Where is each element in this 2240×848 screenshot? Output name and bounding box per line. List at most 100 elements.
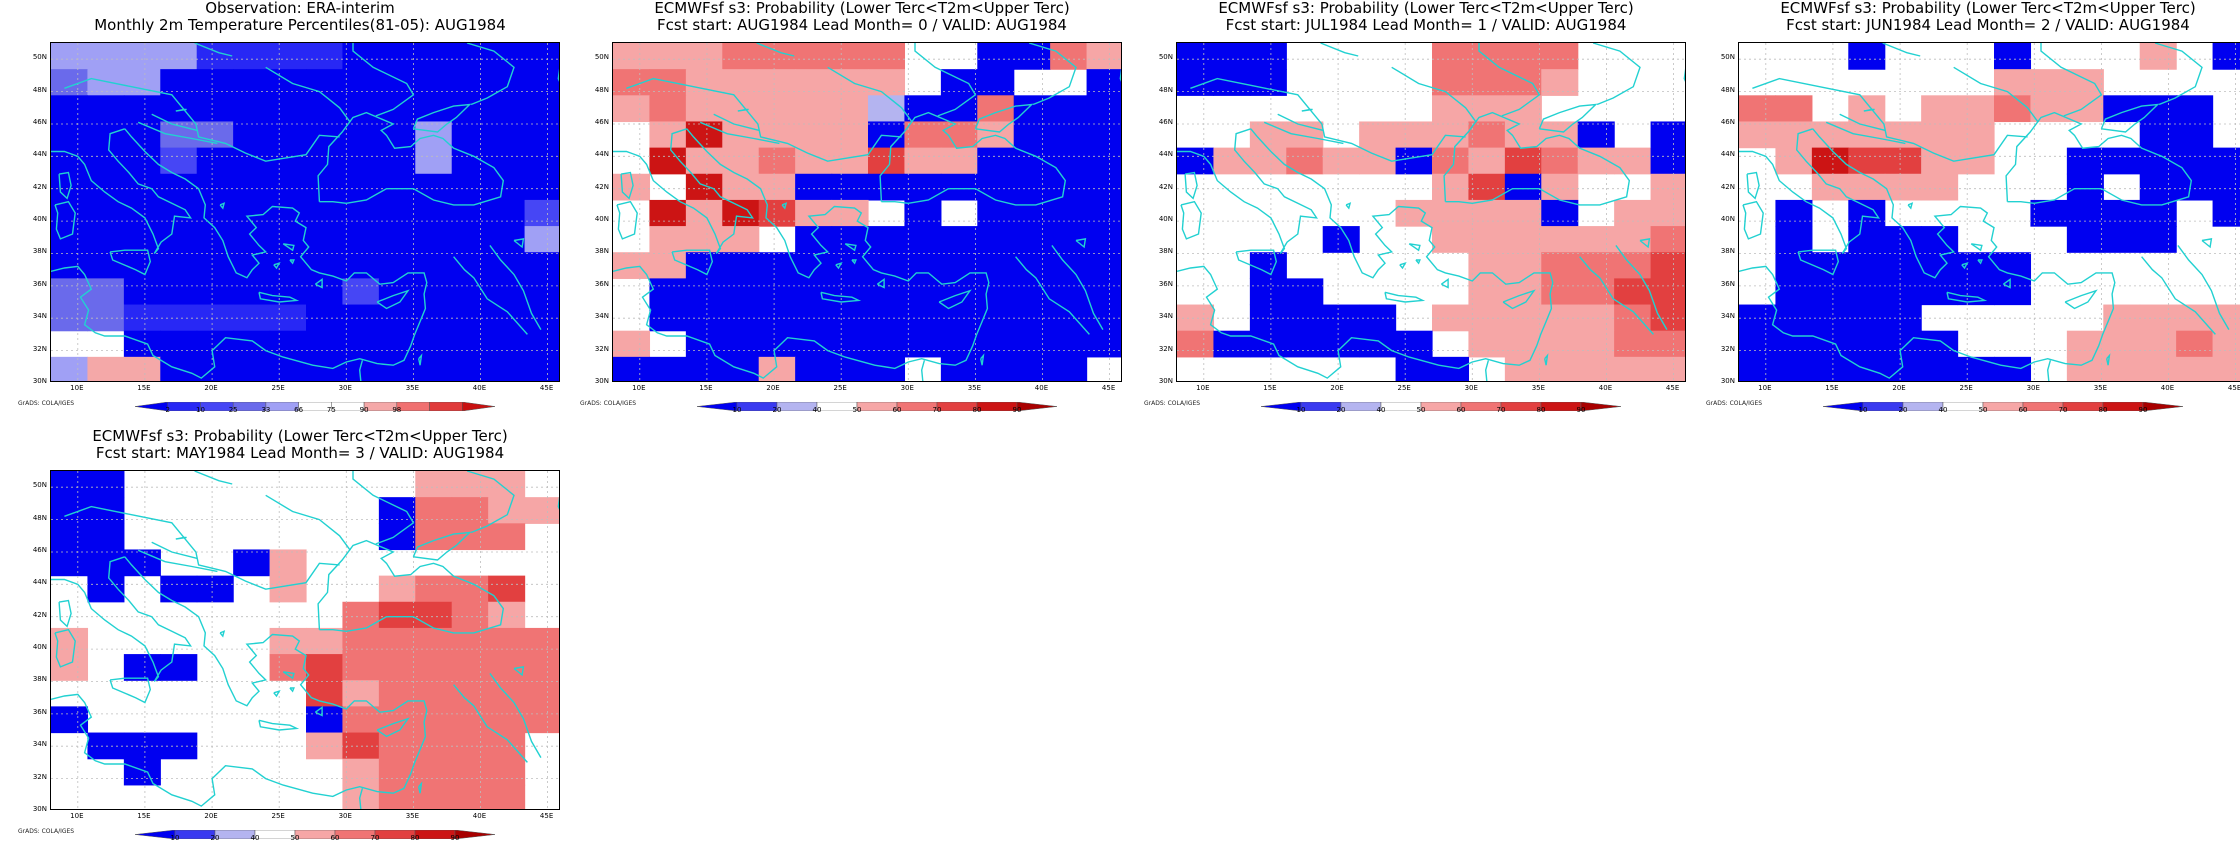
coastline — [1797, 249, 1840, 276]
data-cell — [1395, 356, 1433, 381]
data-cell — [1650, 147, 1685, 175]
y-tick-label: 42N — [594, 182, 609, 191]
panel-title: ECMWFsf s3: Probability (Lower Terc<T2m<… — [1780, 0, 2196, 17]
data-cell — [1432, 43, 1470, 70]
data-cell — [306, 121, 344, 149]
colorbar-tick-label: 70 — [1496, 406, 1506, 414]
y-tick-label: 34N — [32, 740, 47, 749]
data-cell — [1086, 147, 1121, 175]
data-cell — [685, 278, 723, 306]
y-tick-label: 40N — [1720, 215, 1735, 224]
data-cell — [1468, 95, 1506, 123]
y-tick-label: 50N — [32, 481, 47, 490]
coastline — [513, 666, 525, 677]
coastline — [1277, 113, 1324, 132]
data-cell — [2176, 330, 2214, 358]
y-tick-label: 34N — [594, 312, 609, 321]
data-cell — [1086, 121, 1121, 149]
x-tick-label: 25E — [833, 384, 847, 392]
data-cell — [342, 330, 380, 358]
data-cell — [940, 147, 978, 175]
data-cell — [1921, 95, 1959, 123]
coastline — [1953, 66, 2039, 123]
data-cell — [868, 252, 906, 279]
x-tick-label: 35E — [1531, 384, 1546, 392]
data-cell — [160, 654, 198, 681]
colorbar-tick-label: 25 — [228, 406, 238, 414]
y-tick-label: 36N — [1720, 279, 1735, 288]
coastline — [352, 43, 415, 117]
x-tick-label: 20E — [1892, 384, 1906, 392]
x-tick-label: 45E — [1101, 384, 1116, 392]
data-cell — [87, 252, 125, 279]
x-tick-label: 45E — [539, 812, 554, 820]
coastline — [1440, 278, 1449, 289]
data-cell — [160, 330, 198, 358]
data-cell — [1504, 330, 1542, 358]
data-cell — [123, 199, 161, 227]
colorbar-tick-label: 40 — [250, 834, 260, 842]
data-cell — [685, 199, 723, 227]
data-cell — [722, 43, 760, 70]
y-tick-label: 34N — [32, 312, 47, 321]
data-cell — [306, 627, 344, 655]
data-cell — [451, 43, 489, 70]
data-cell — [2103, 330, 2141, 358]
data-cell — [1504, 43, 1542, 70]
x-tick-label: 40E — [472, 384, 487, 392]
y-tick-label: 38N — [594, 247, 609, 256]
data-cell — [1650, 173, 1685, 201]
data-cell — [2066, 226, 2104, 253]
data-cell — [488, 121, 526, 149]
data-cell — [1432, 95, 1470, 123]
coastline — [1180, 200, 1202, 240]
data-cell — [1775, 147, 1813, 175]
coastline — [1538, 103, 1598, 133]
y-tick-label: 44N — [1720, 150, 1735, 159]
data-cell — [904, 252, 942, 279]
colorbar: 10 20 40 50 60 70 80 90 — [696, 396, 1058, 420]
data-cell — [2066, 95, 2104, 123]
data-cell — [685, 330, 723, 358]
data-cell — [831, 147, 869, 175]
data-cell — [87, 549, 125, 577]
data-cell — [1395, 147, 1433, 175]
coastline — [273, 690, 281, 698]
coastline — [1015, 256, 1090, 335]
colorbar-tick-label: 90 — [1012, 406, 1022, 414]
data-cell — [1848, 173, 1886, 201]
x-tick-label: 20E — [1330, 384, 1344, 392]
data-cell — [1050, 173, 1088, 201]
data-cell — [649, 252, 687, 279]
data-cell — [160, 199, 198, 227]
data-cell — [1504, 95, 1542, 123]
data-cell — [1286, 278, 1324, 306]
data-cell — [1577, 330, 1615, 358]
data-cell — [1086, 199, 1121, 227]
y-tick-label: 36N — [32, 279, 47, 288]
data-cell — [1286, 147, 1324, 175]
data-cell — [342, 147, 380, 175]
data-cell — [160, 173, 198, 201]
data-cell — [1775, 278, 1813, 306]
data-cell — [378, 226, 416, 253]
coastline — [1301, 108, 1313, 112]
data-cell — [51, 252, 89, 279]
data-cell — [2103, 226, 2141, 253]
coastline — [466, 471, 515, 534]
data-cell — [1994, 252, 2032, 279]
data-cell — [1848, 252, 1886, 279]
data-cell — [1432, 173, 1470, 201]
data-cell — [1395, 199, 1433, 227]
data-cell — [196, 356, 234, 381]
data-cell — [488, 330, 526, 358]
data-cell — [1577, 356, 1615, 381]
panel-subtitle: Fcst start: MAY1984 Lead Month= 3 / VALI… — [95, 444, 505, 462]
coastline — [317, 111, 505, 206]
data-cell — [1957, 356, 1995, 381]
data-cell — [233, 95, 271, 123]
data-cell — [795, 356, 833, 381]
data-cell — [1848, 330, 1886, 358]
data-cell — [831, 330, 869, 358]
coastline — [1739, 128, 2116, 379]
